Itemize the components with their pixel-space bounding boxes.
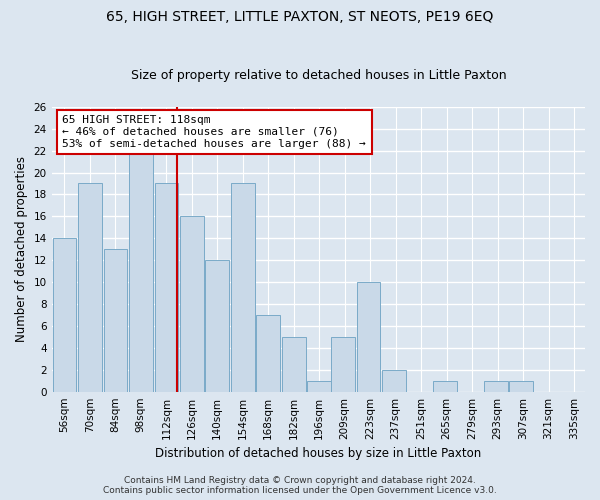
Bar <box>256 315 280 392</box>
Bar <box>484 380 508 392</box>
Bar <box>155 184 178 392</box>
Bar <box>53 238 76 392</box>
Bar <box>78 184 102 392</box>
Text: 65 HIGH STREET: 118sqm
← 46% of detached houses are smaller (76)
53% of semi-det: 65 HIGH STREET: 118sqm ← 46% of detached… <box>62 116 366 148</box>
Title: Size of property relative to detached houses in Little Paxton: Size of property relative to detached ho… <box>131 69 506 82</box>
Bar <box>307 380 331 392</box>
Bar <box>129 150 152 392</box>
Bar <box>331 337 355 392</box>
Bar <box>180 216 203 392</box>
Bar <box>509 380 533 392</box>
Bar <box>382 370 406 392</box>
Bar <box>104 249 127 392</box>
Bar <box>231 184 254 392</box>
Bar <box>282 337 305 392</box>
Bar <box>433 380 457 392</box>
X-axis label: Distribution of detached houses by size in Little Paxton: Distribution of detached houses by size … <box>155 447 481 460</box>
Text: 65, HIGH STREET, LITTLE PAXTON, ST NEOTS, PE19 6EQ: 65, HIGH STREET, LITTLE PAXTON, ST NEOTS… <box>106 10 494 24</box>
Y-axis label: Number of detached properties: Number of detached properties <box>15 156 28 342</box>
Bar <box>205 260 229 392</box>
Bar <box>356 282 380 392</box>
Text: Contains HM Land Registry data © Crown copyright and database right 2024.
Contai: Contains HM Land Registry data © Crown c… <box>103 476 497 495</box>
